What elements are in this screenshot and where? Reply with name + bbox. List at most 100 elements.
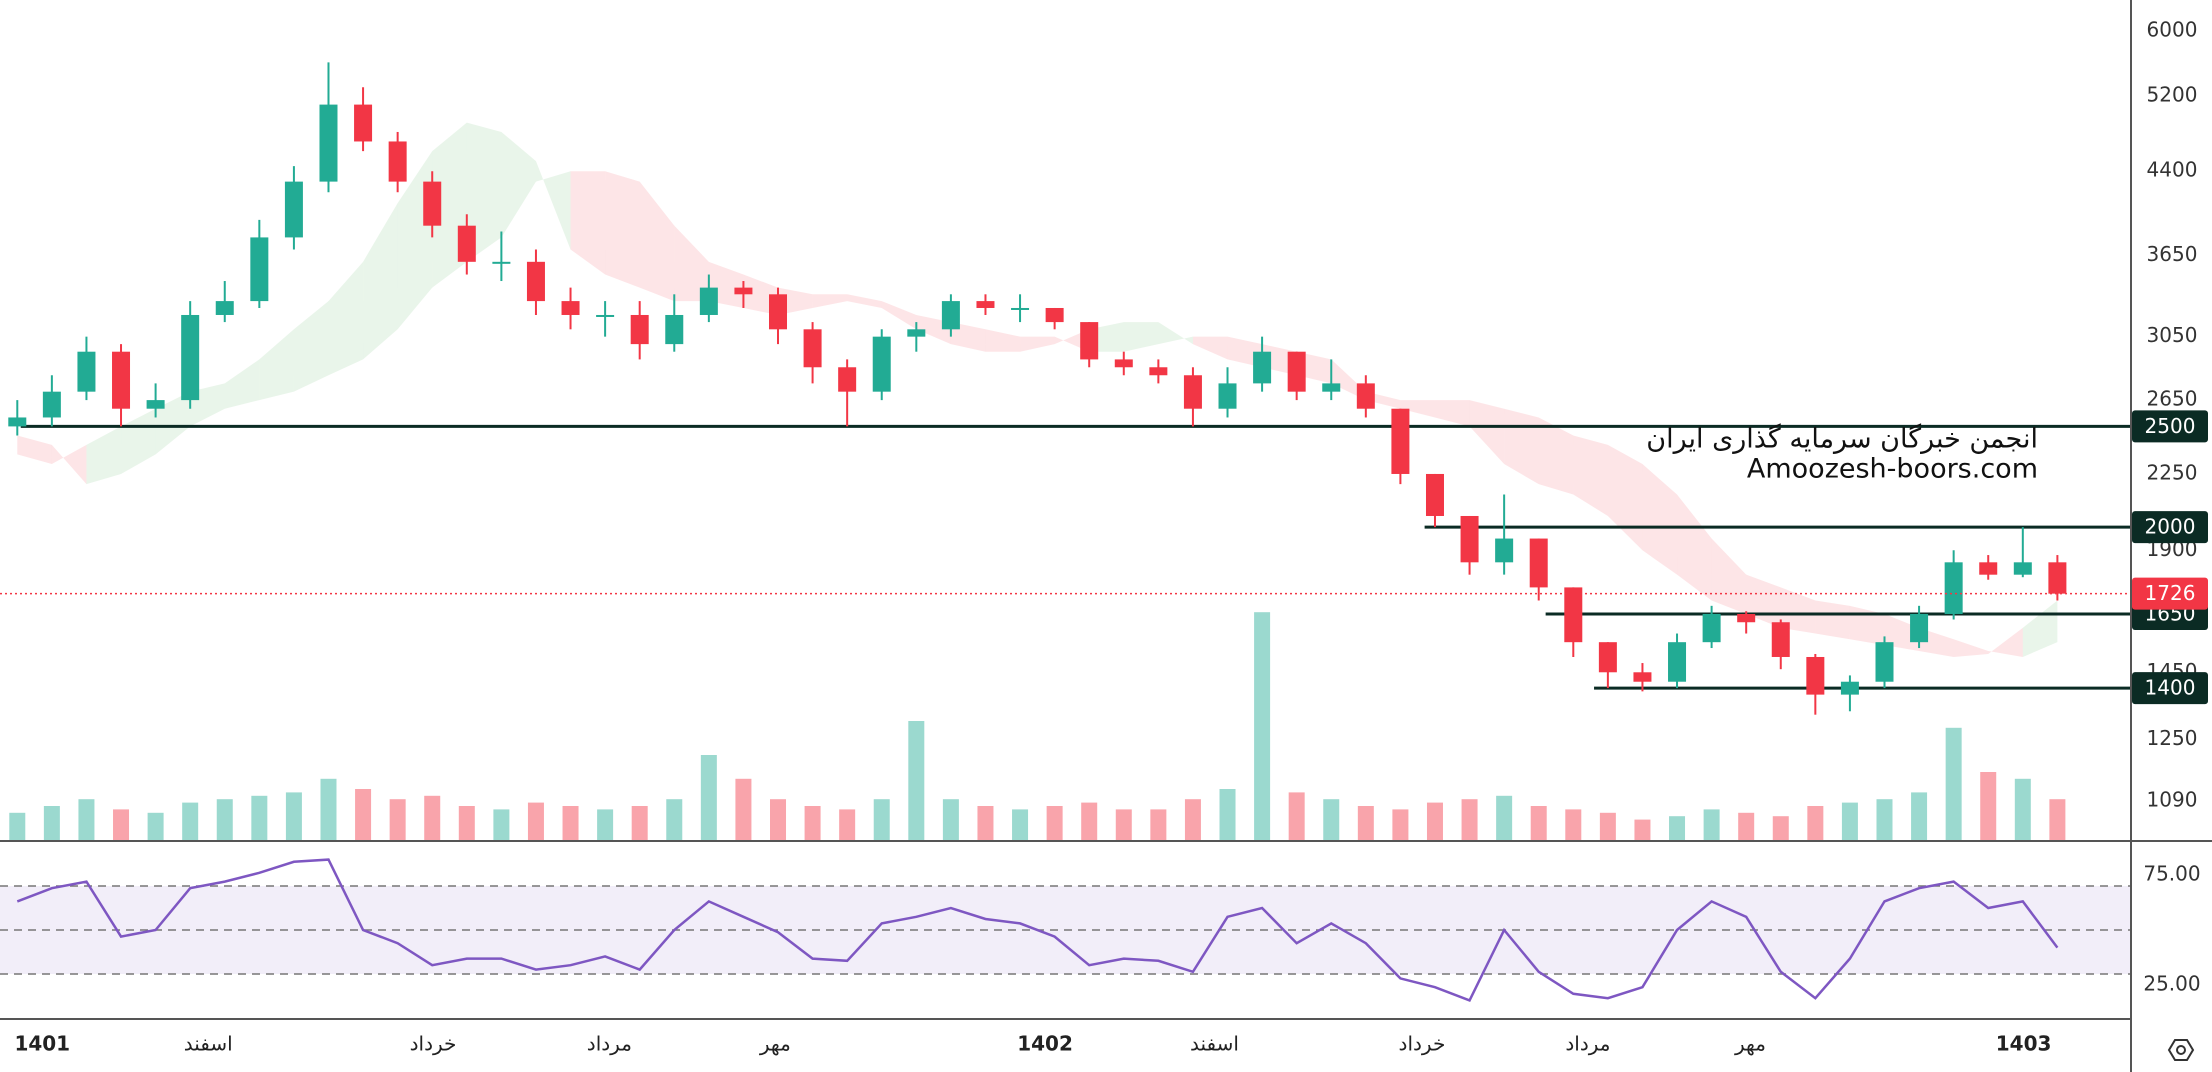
volume-bar: [2049, 799, 2066, 840]
y-tick-label: 2250: [2147, 460, 2198, 484]
candle-body: [1806, 656, 1825, 695]
cloud-segment: [950, 322, 986, 352]
cloud-segment: [328, 261, 364, 376]
candle-body: [630, 314, 649, 345]
settings-hexagon[interactable]: [2167, 1039, 2195, 1061]
level-label-box: [2132, 410, 2208, 443]
candle-body: [1080, 322, 1099, 360]
candle-body: [1183, 375, 1202, 409]
y-tick-label: 2650: [2147, 387, 2198, 411]
candle-body: [388, 141, 407, 182]
volume-bar: [458, 806, 475, 840]
cloud-segment: [1780, 587, 1816, 634]
candle-body: [1287, 351, 1306, 392]
candle-body: [1910, 613, 1929, 643]
candle-body: [872, 336, 891, 392]
volume-bar: [1046, 806, 1063, 840]
watermark: Amoozesh-boors.com: [1747, 454, 2038, 485]
candle-body: [1598, 642, 1617, 673]
candle-body: [526, 261, 545, 302]
candle-body: [2013, 562, 2032, 575]
x-tick-label: اسفند: [1190, 1032, 1239, 1056]
volume-bar: [147, 812, 164, 840]
candle-body: [1460, 515, 1479, 563]
cloud-segment: [1677, 494, 1712, 601]
volume-bar: [43, 806, 60, 840]
level-label-box: [2132, 672, 2208, 705]
volume-bar: [355, 789, 372, 840]
volume-bar: [873, 799, 890, 840]
cloud-segment: [86, 426, 122, 485]
candle-body: [1840, 681, 1859, 695]
candle-body: [1979, 562, 1998, 575]
volume-bar: [1323, 799, 1340, 840]
candle-body: [596, 314, 615, 317]
volume-bar: [493, 809, 510, 840]
cloud-segment: [605, 171, 640, 288]
candle-body: [1356, 383, 1375, 409]
x-tick-label: 1403: [1996, 1032, 2052, 1056]
volume-bar: [1357, 806, 1374, 840]
volume-bar: [804, 806, 821, 840]
cloud-segment: [1988, 627, 2023, 657]
volume-bar: [839, 809, 856, 840]
settings-dot[interactable]: [2176, 1045, 2186, 1055]
level-label: 1400: [2145, 676, 2196, 700]
cloud-segment: [674, 225, 709, 302]
x-tick-label: اسفند: [184, 1032, 233, 1056]
cloud-segment: [1434, 400, 1470, 427]
x-tick-label: مرداد: [1565, 1032, 1610, 1056]
x-tick-label: خرداد: [410, 1032, 457, 1056]
volume-bar: [700, 755, 717, 840]
candle-body: [769, 294, 788, 330]
volume-bar: [1461, 799, 1478, 840]
volume-bar: [1254, 612, 1271, 840]
volume-bar: [770, 799, 787, 840]
cloud-segment: [1815, 600, 1850, 640]
volume-bar: [1876, 799, 1893, 840]
candle-body: [1149, 367, 1168, 376]
volume-bar: [320, 778, 337, 840]
cloud-segment: [259, 329, 294, 401]
candle-body: [838, 367, 857, 392]
y-tick-label: 1250: [2147, 726, 2198, 750]
cloud-segment: [1192, 336, 1228, 360]
candle-body: [734, 287, 753, 295]
cloud-segment: [570, 171, 606, 275]
cloud-segment: [1538, 417, 1574, 495]
volume-bar: [113, 809, 130, 840]
volume-bar: [1184, 799, 1201, 840]
candle-body: [215, 301, 234, 315]
level-label-box: [2132, 511, 2208, 544]
volume-bar: [1703, 809, 1720, 840]
candle-body: [1875, 642, 1894, 682]
candle-body: [1114, 359, 1133, 368]
volume-bar: [631, 806, 648, 840]
candle-body: [803, 329, 822, 368]
settings-icon[interactable]: [2167, 1039, 2195, 1061]
candle-body: [319, 104, 338, 182]
last-price-label: 1726: [2145, 581, 2196, 605]
candle-body: [1391, 408, 1410, 474]
candle-body: [1944, 562, 1963, 614]
candle-body: [941, 301, 960, 330]
candle-body: [1218, 383, 1237, 409]
candle-body: [42, 391, 61, 418]
cloud-segment: [1642, 464, 1678, 575]
candle-body: [976, 301, 995, 308]
candle-body: [1668, 642, 1687, 682]
cloud-segment: [1607, 444, 1643, 551]
candle-body: [2048, 562, 2067, 594]
volume-bar: [908, 721, 925, 840]
candle-body: [1425, 473, 1444, 516]
volume-bar: [666, 799, 683, 840]
cloud-segment: [51, 444, 87, 485]
cloud-segment: [1020, 336, 1055, 352]
candle-body: [1495, 538, 1514, 563]
volume-bar: [1012, 809, 1029, 840]
cloud-segment: [1469, 400, 1505, 465]
y-tick-label: 4400: [2147, 158, 2198, 182]
volume-bar: [1669, 816, 1686, 840]
